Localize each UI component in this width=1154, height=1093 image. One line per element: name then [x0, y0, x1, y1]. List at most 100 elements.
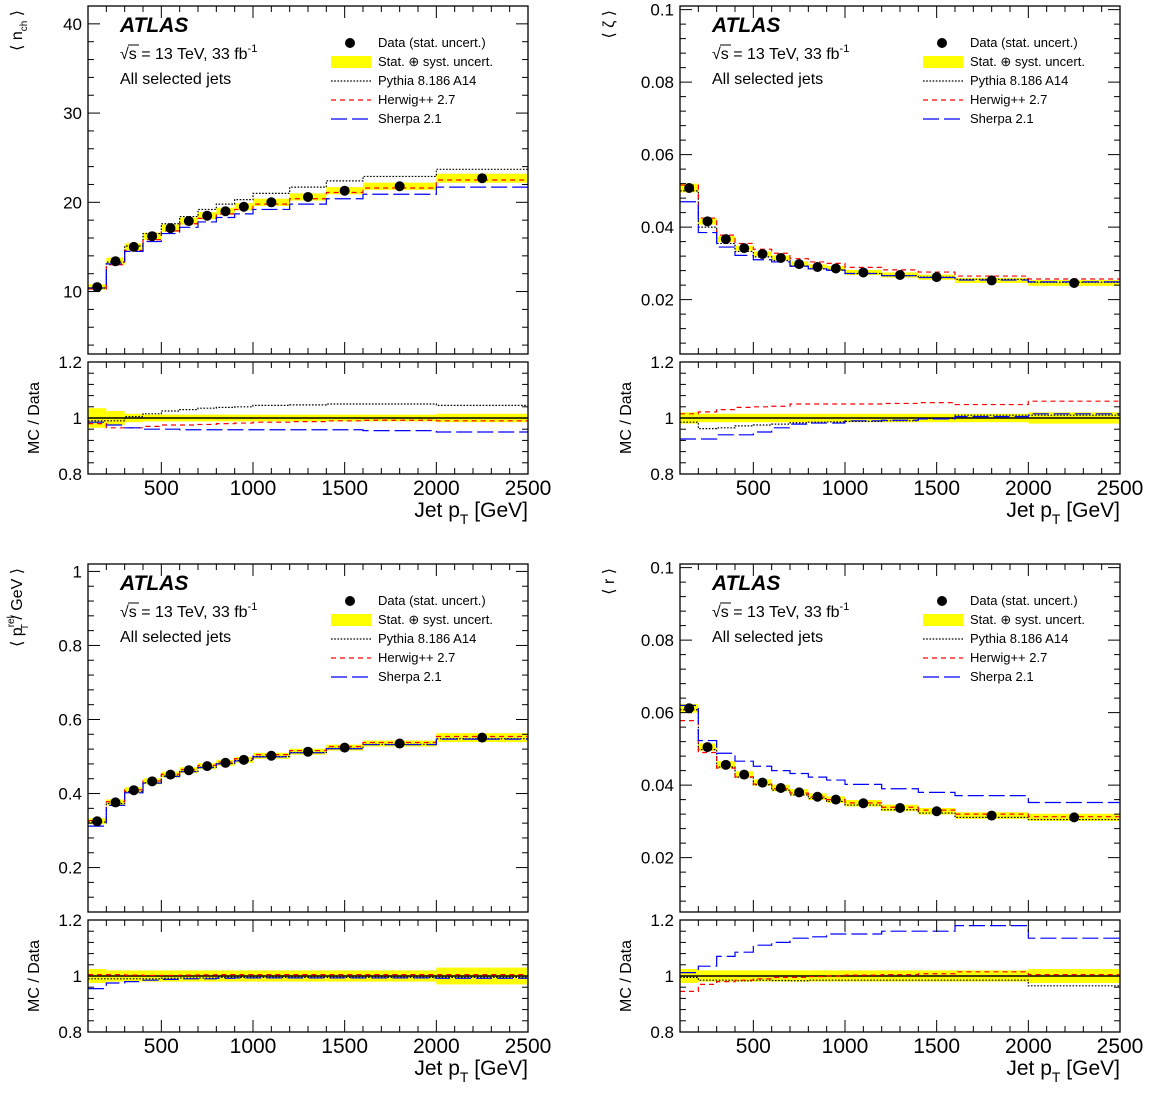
legend-label-band: Stat. ⊕ syst. uncert. — [970, 612, 1085, 627]
ratio-herwig-histogram — [88, 419, 528, 429]
main-plot-area — [680, 182, 1120, 288]
selection-label: All selected jets — [120, 71, 231, 88]
data-point — [812, 262, 823, 272]
data-point — [895, 269, 905, 280]
data-point — [794, 259, 805, 270]
x-axis-label-unit: [GeV] — [468, 499, 528, 522]
selection-label: All selected jets — [712, 629, 823, 646]
y-axis-label-tail: ⟩ — [601, 568, 618, 579]
y-axis-label-lead: ⟨ p — [9, 627, 26, 647]
ratio-y-tick-label: 1.2 — [650, 353, 674, 372]
selection-label: All selected jets — [712, 71, 823, 88]
data-point — [303, 746, 313, 757]
legend-label-sherpa: Sherpa 2.1 — [970, 111, 1034, 126]
data-point — [720, 234, 731, 245]
ratio-y-tick-label: 1.2 — [650, 911, 674, 930]
energy-label: √s = 13 TeV, 33 fb-1 — [120, 43, 257, 63]
ratio-y-axis-label: MC / Data — [618, 382, 635, 454]
sqrt-symbol: √ — [712, 46, 721, 63]
x-axis-label-unit: [GeV] — [1060, 1057, 1120, 1080]
legend-data-marker — [937, 38, 947, 48]
sherpa-histogram — [680, 704, 1120, 804]
ratio-y-tick-label: 1 — [73, 967, 82, 986]
data-point — [931, 806, 942, 817]
data-point — [684, 182, 695, 193]
y-tick-label: 0.08 — [641, 631, 674, 650]
data-point — [147, 776, 158, 787]
y-tick-label: 10 — [63, 283, 82, 302]
y-axis-label-tail: ⟩ — [9, 10, 26, 21]
x-axis-label-sub: T — [1052, 1069, 1061, 1085]
pythia-histogram — [680, 190, 1120, 283]
atlas-label: ATLAS — [711, 572, 780, 595]
data-point — [110, 256, 121, 267]
ratio-y-tick-label: 1.2 — [58, 353, 82, 372]
x-tick-label: 1500 — [913, 477, 960, 500]
y-tick-label: 0.1 — [650, 1, 674, 20]
ratio-herwig-histogram — [680, 400, 1120, 415]
data-point — [702, 216, 713, 227]
ratio-y-tick-label: 1 — [665, 967, 674, 986]
legend-label-band: Stat. ⊕ syst. uncert. — [378, 54, 493, 69]
y-axis-label-sup: rel — [6, 616, 17, 627]
data-point — [183, 765, 194, 776]
y-tick-label: 20 — [63, 193, 82, 212]
y-axis-label: ⟨ r ⟩ — [601, 568, 618, 595]
legend-label-herwig: Herwig++ 2.7 — [970, 650, 1047, 665]
data-point — [92, 816, 103, 827]
y-tick-label: 40 — [63, 15, 82, 34]
data-point — [477, 173, 488, 184]
energy-label: √s = 13 TeV, 33 fb-1 — [712, 601, 849, 621]
y-axis-label: ⟨ ζ ⟩ — [601, 10, 618, 38]
data-point — [202, 761, 213, 772]
y-axis-label-sub: ch — [19, 21, 30, 32]
main-plot-area — [88, 168, 528, 293]
y-tick-label: 0.04 — [641, 776, 674, 795]
x-tick-label: 1000 — [822, 1035, 869, 1058]
chart-panel-top-left: 10 20 30 40 ⟨ nch ⟩ ATLAS √s = 13 TeV, 33 fb-1… — [9, 5, 551, 527]
legend-label-data: Data (stat. uncert.) — [378, 35, 486, 50]
ratio-y-axis-label: MC / Data — [618, 940, 635, 1012]
ratio-y-tick-label: 0.8 — [58, 1023, 82, 1042]
y-tick-label: 0.8 — [58, 636, 82, 655]
legend-label-herwig: Herwig++ 2.7 — [970, 92, 1047, 107]
data-point — [1069, 277, 1080, 288]
data-point — [830, 263, 841, 274]
ratio-y-tick-label: 0.8 — [58, 465, 82, 484]
data-point — [339, 185, 350, 196]
selection-label: All selected jets — [120, 629, 231, 646]
legend-label-herwig: Herwig++ 2.7 — [378, 650, 455, 665]
ratio-pythia-histogram — [88, 403, 528, 422]
lumi-exponent: -1 — [248, 601, 258, 613]
lumi-exponent: -1 — [248, 43, 258, 55]
legend-label-data: Data (stat. uncert.) — [378, 593, 486, 608]
data-point — [220, 757, 231, 768]
ratio-sherpa-histogram — [680, 413, 1120, 440]
data-point — [858, 267, 869, 278]
y-axis-label-lead: ⟨ ζ — [601, 21, 618, 39]
ratio-plot-area — [88, 403, 528, 433]
energy-label: √s = 13 TeV, 33 fb-1 — [120, 601, 257, 621]
herwig-histogram — [680, 184, 1120, 280]
y-axis-label-lead: ⟨ r — [601, 578, 618, 595]
x-tick-label: 2500 — [505, 1035, 552, 1058]
data-point — [720, 759, 731, 770]
main-plot-area — [88, 732, 528, 827]
x-tick-label: 2000 — [413, 1035, 460, 1058]
x-axis-label-main: Jet p — [1006, 499, 1052, 522]
x-tick-label: 2000 — [1005, 477, 1052, 500]
x-axis-label: Jet pT [GeV] — [414, 1057, 528, 1085]
legend-label-pythia: Pythia 8.186 A14 — [970, 73, 1068, 88]
ratio-pythia-histogram — [88, 976, 528, 980]
y-axis-label-tail: ⟩ — [601, 10, 618, 21]
atlas-label: ATLAS — [119, 572, 188, 595]
ratio-herwig-histogram — [88, 974, 528, 977]
sqrt-symbol: √ — [712, 604, 721, 621]
legend-band-swatch — [331, 56, 371, 68]
ratio-herwig-histogram — [680, 971, 1120, 992]
data-point — [775, 783, 786, 794]
legend-label-sherpa: Sherpa 2.1 — [970, 669, 1034, 684]
x-axis-label: Jet pT [GeV] — [1006, 499, 1120, 527]
x-axis-label-sub: T — [460, 1069, 469, 1085]
x-tick-label: 1500 — [913, 1035, 960, 1058]
